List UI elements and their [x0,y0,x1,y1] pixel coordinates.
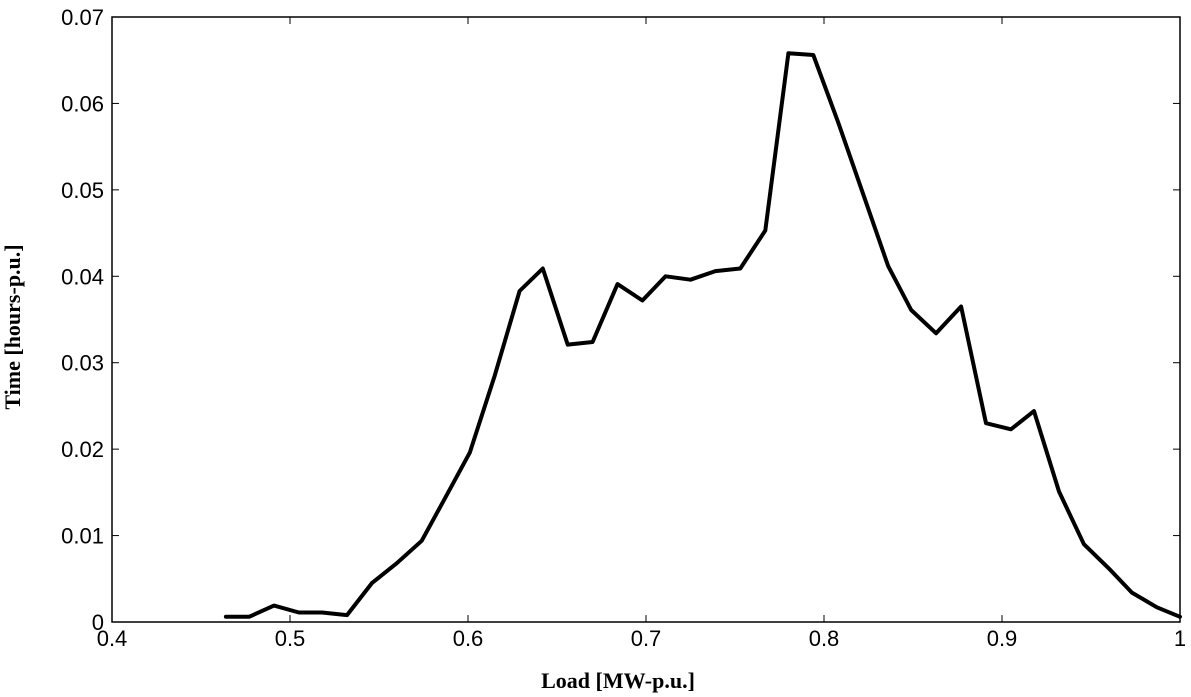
plot-frame [111,16,1181,623]
x-tick-label: 0.7 [631,626,662,651]
x-tick-label: 0.6 [453,626,484,651]
y-tick-label: 0.05 [61,178,104,203]
y-tick-label: 0.04 [61,264,104,289]
y-tick-label: 0.07 [61,5,104,30]
y-tick-label: 0 [92,610,104,635]
x-tick-label: 0.4 [97,626,128,651]
x-tick-label: 0.5 [275,626,306,651]
x-tick-label: 0.8 [809,626,840,651]
series-line [223,51,1182,619]
y-tick-label: 0.02 [61,437,104,462]
y-tick-label: 0.06 [61,91,104,116]
x-tick-label: 0.9 [987,626,1018,651]
x-axis-title: Load [MW-p.u.] [541,668,695,693]
y-tick-label: 0.01 [61,524,104,549]
axis-ticks [111,16,1181,623]
y-tick-label: 0.03 [61,351,104,376]
y-tick-labels: 0 0.01 0.02 0.03 0.04 0.05 0.06 0.07 [61,5,104,635]
y-axis-title: Time [hours-p.u.] [0,244,25,409]
x-tick-labels: 0.4 0.5 0.6 0.7 0.8 0.9 1 [97,626,1186,651]
x-tick-label: 1 [1174,626,1186,651]
